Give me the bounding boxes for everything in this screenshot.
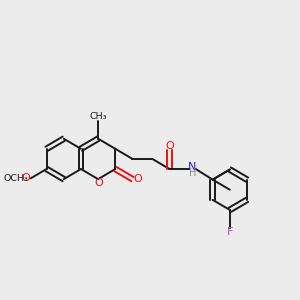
- Text: N: N: [188, 162, 197, 172]
- Text: OCH₃: OCH₃: [3, 174, 28, 183]
- Text: O: O: [165, 141, 174, 151]
- Text: F: F: [226, 227, 233, 238]
- Text: CH₃: CH₃: [89, 112, 107, 121]
- Text: O: O: [21, 173, 30, 183]
- Text: O: O: [133, 174, 142, 184]
- Text: O: O: [94, 178, 103, 188]
- Text: H: H: [189, 168, 196, 178]
